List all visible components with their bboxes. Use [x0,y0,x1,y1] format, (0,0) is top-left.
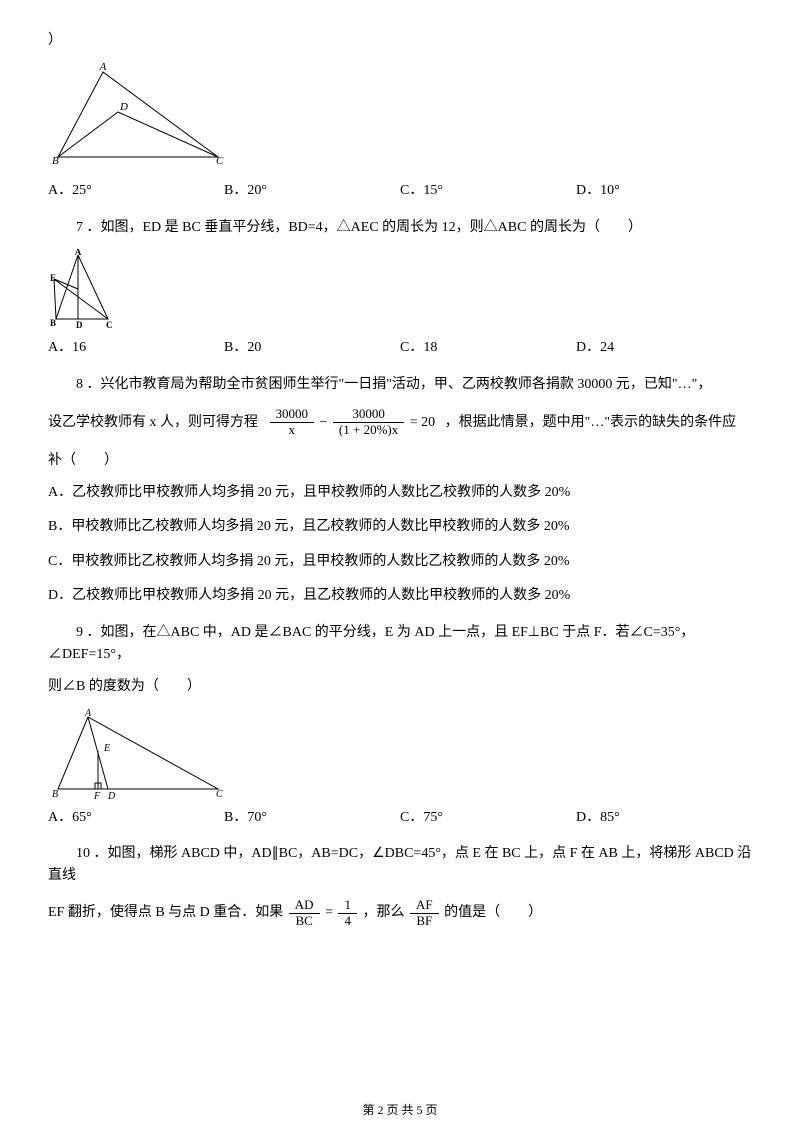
lbl9-D: D [107,791,116,799]
page-footer: 第 2 页 共 5 页 [0,1101,800,1120]
q8-opt-d[interactable]: D．乙校教师比甲校教师人均多捐 20 元，且乙校教师的人数比甲校教师的人数多 2… [48,585,752,607]
lbl7-C: C [106,320,113,329]
q8-stem2: 设乙学校教师有 x 人，则可得方程 30000x − 30000(1 + 20%… [48,406,752,440]
q6-opt-a[interactable]: A．25° [48,180,224,202]
q10-frac2: 14 [338,898,357,929]
prev-paren: ） [48,30,752,52]
q6-opt-c[interactable]: C．15° [400,180,576,202]
q7-opt-c[interactable]: C．18 [400,337,576,359]
lbl9-A: A [84,709,92,719]
eq-eq: = 20 [410,415,435,430]
q10-frac1: ADBC [289,898,320,929]
figure-q9: A E B F D C [48,709,752,799]
q10-frac3: AFBF [410,898,439,929]
q8-equation: 30000x − 30000(1 + 20%)x = 20 [268,415,439,430]
eq-den2: (1 + 20%)x [333,423,404,438]
q8-opt-c[interactable]: C．甲校教师比乙校教师人均多捐 20 元，且甲校教师的人数比乙校教师的人数多 2… [48,551,752,573]
q10-eq1: = [325,905,333,920]
lbl7-B: B [50,318,56,328]
lbl9-C: C [216,789,223,799]
q7-opt-b[interactable]: B．20 [224,337,400,359]
q6-opt-b[interactable]: B．20° [224,180,400,202]
lbl9-B: B [52,789,58,799]
lbl7-D: D [76,320,83,329]
fr1-num: AD [289,898,320,914]
q8-opt-a[interactable]: A．乙校教师比甲校教师人均多捐 20 元，且甲校教师的人数比乙校教师的人数多 2… [48,482,752,504]
eq-num2: 30000 [333,407,404,423]
lbl9-E: E [103,743,110,754]
q6-opt-d[interactable]: D．10° [576,180,752,202]
q10-mid: ，那么 [362,905,404,920]
q9-opt-b[interactable]: B．70° [224,807,400,829]
q9-opt-a[interactable]: A．65° [48,807,224,829]
q9-stem2: 则∠B 的度数为（ ） [48,676,752,698]
lbl-B: B [52,155,59,167]
lbl-D: D [119,101,128,113]
q7-stem: 7 ．如图，ED 是 BC 垂直平分线，BD=4，△AEC 的周长为 12，则△… [48,217,752,239]
q8-stem2b: ，根据此情景，题中用"…"表示的缺失的条件应 [445,415,736,430]
q7-options: A．16 B．20 C．18 D．24 [48,337,752,359]
q9-options: A．65° B．70° C．75° D．85° [48,807,752,829]
lbl9-F: F [93,791,101,799]
fr3-num: AF [410,898,439,914]
fr1-den: BC [289,914,320,929]
eq-den1: x [270,423,315,438]
q10-stem2: EF 翻折，使得点 B 与点 D 重合．如果 ADBC = 14 ，那么 AFB… [48,898,752,929]
lbl7-A: A [75,249,82,257]
q9-opt-c[interactable]: C．75° [400,807,576,829]
fr2-num: 1 [338,898,357,914]
q9-stem1: 9 ．如图，在△ABC 中，AD 是∠BAC 的平分线，E 为 AD 上一点，且… [48,622,752,667]
q7-opt-d[interactable]: D．24 [576,337,752,359]
q10-stem1: 10 ．如图，梯形 ABCD 中，AD∥BC，AB=DC，∠DBC=45°，点 … [48,843,752,888]
q10-stem2b: 的值是（ ） [444,905,542,920]
eq-minus: − [320,415,328,430]
q8-opt-b[interactable]: B．甲校教师比乙校教师人均多捐 20 元，且乙校教师的人数比甲校教师的人数多 2… [48,516,752,538]
lbl-C: C [216,155,224,167]
q6-options: A．25° B．20° C．15° D．10° [48,180,752,202]
q8-stem3: 补（ ） [48,450,752,472]
q9-opt-d[interactable]: D．85° [576,807,752,829]
fr3-den: BF [410,914,439,929]
figure-q7: A E B D C [48,249,752,329]
eq-num1: 30000 [270,407,315,423]
lbl-A: A [99,62,107,73]
figure-q6: A D B C [48,62,752,172]
q7-opt-a[interactable]: A．16 [48,337,224,359]
fr2-den: 4 [338,914,357,929]
q8-stem2a: 设乙学校教师有 x 人，则可得方程 [48,415,258,430]
q10-stem2a: EF 翻折，使得点 B 与点 D 重合．如果 [48,905,283,920]
q8-stem1: 8 ．兴化市教育局为帮助全市贫困师生举行"一日捐"活动，甲、乙两校教师各捐款 3… [48,374,752,396]
lbl7-E: E [50,273,56,283]
